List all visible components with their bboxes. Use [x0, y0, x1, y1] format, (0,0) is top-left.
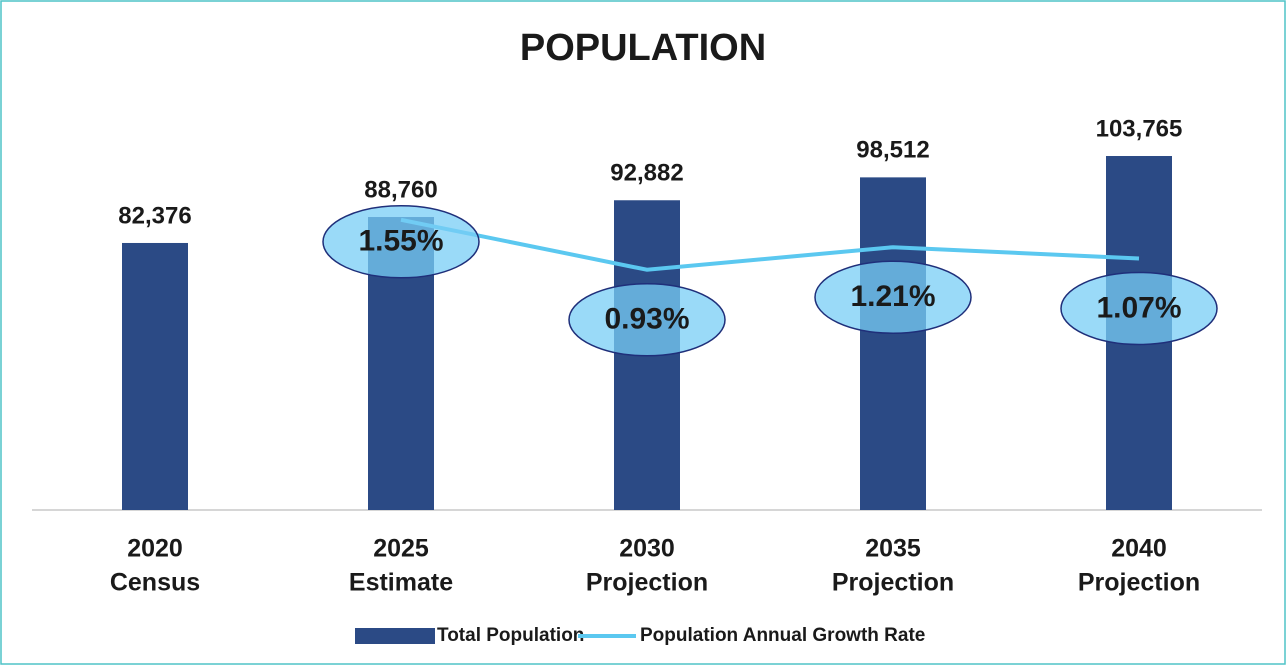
line-value-label: 1.55% — [358, 225, 443, 258]
legend-swatch — [355, 628, 435, 644]
line-value-label: 1.07% — [1096, 291, 1181, 324]
value-label-bubble — [814, 260, 972, 334]
x-tick-label: Estimate — [349, 569, 453, 597]
x-tick-label: 2035 — [865, 535, 921, 563]
bar-value-label: 92,882 — [610, 160, 683, 187]
chart-title: POPULATION — [520, 27, 766, 69]
line-value-label: 0.93% — [604, 303, 689, 336]
bar-value-label: 98,512 — [856, 137, 929, 164]
bar — [122, 242, 188, 510]
value-label-bubble — [1060, 271, 1218, 346]
x-tick-label: 2025 — [373, 535, 429, 563]
x-tick-label: Projection — [1078, 569, 1200, 597]
x-tick-label: 2020 — [127, 535, 183, 563]
line-value-label: 1.21% — [850, 280, 935, 313]
line — [400, 217, 1140, 272]
bar-value-label: 88,760 — [364, 176, 437, 203]
x-tick-label: 2040 — [1111, 535, 1167, 563]
legend-label: Population Annual Growth Rate — [640, 625, 925, 646]
x-tick-label: Projection — [586, 569, 708, 597]
x-tick-label: Projection — [832, 569, 954, 597]
bar — [860, 177, 926, 510]
x-tick-label: 2030 — [619, 535, 675, 563]
bar-value-label: 82,376 — [118, 202, 191, 229]
x-tick-label: Census — [110, 569, 200, 597]
legend-label: Total Population — [437, 625, 584, 646]
value-label-bubble — [322, 205, 480, 279]
bar-value-label: 103,765 — [1096, 115, 1183, 142]
value-label-bubble — [568, 283, 726, 357]
